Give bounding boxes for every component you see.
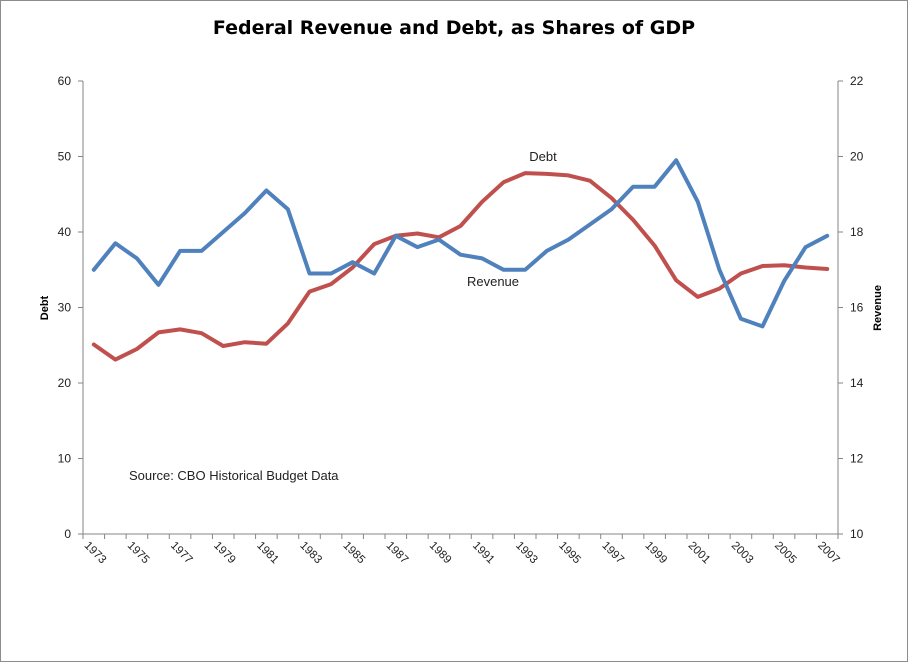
series-label-revenue: Revenue: [467, 274, 519, 289]
x-tick-label: 2007: [815, 540, 842, 567]
series-line-debt: [91, 171, 830, 362]
chart-title: Federal Revenue and Debt, as Shares of G…: [213, 17, 695, 39]
x-tick-label: 2001: [686, 540, 713, 567]
x-tick-label: 1977: [168, 540, 195, 567]
y-left-tick-label: 20: [58, 376, 72, 390]
x-tick-label: 1973: [82, 540, 109, 567]
y-right-tick-label: 20: [850, 150, 864, 164]
x-tick-label: 1987: [384, 540, 411, 567]
y-left-tick-label: 0: [64, 527, 71, 541]
x-tick-label: 1997: [599, 540, 626, 567]
y-left-tick-label: 60: [58, 74, 72, 88]
x-tick-label: 1999: [643, 540, 670, 567]
x-tick-label: 1981: [254, 540, 281, 567]
y-right-tick-label: 16: [850, 301, 864, 315]
x-tick-label: 1995: [556, 540, 583, 567]
y-right-tick-label: 10: [850, 527, 864, 541]
y-left-tick-label: 30: [58, 301, 72, 315]
y-right-tick-label: 18: [850, 225, 864, 239]
y-right-tick-label: 12: [850, 452, 864, 466]
x-tick-label: 1991: [470, 540, 497, 567]
x-tick-label: 1985: [341, 540, 368, 567]
x-tick-label: 1989: [427, 540, 454, 567]
x-tick-label: 1993: [513, 540, 540, 567]
source-annotation: Source: CBO Historical Budget Data: [129, 468, 339, 483]
x-tick-label: 2003: [729, 540, 756, 567]
y-left-tick-label: 50: [58, 150, 72, 164]
y-left-tick-label: 10: [58, 452, 72, 466]
y-axis-left-label: Debt: [39, 295, 51, 320]
plot-area: 0 10 20 30 40 50 60 10 12 14 16 18 20 22 1973 1975 1977 1…: [58, 74, 864, 566]
y-axis-right-label: Revenue: [872, 285, 884, 331]
x-tick-label: 1979: [211, 540, 238, 567]
y-right-tick-label: 22: [850, 74, 864, 88]
y-right-tick-label: 14: [850, 376, 864, 390]
series-line-revenue: [91, 158, 830, 329]
x-tick-label: 1983: [297, 540, 324, 567]
x-tick-label: 2005: [772, 540, 799, 567]
series-label-debt: Debt: [529, 149, 557, 164]
x-tick-label: 1975: [125, 540, 152, 567]
y-left-tick-label: 40: [58, 225, 72, 239]
